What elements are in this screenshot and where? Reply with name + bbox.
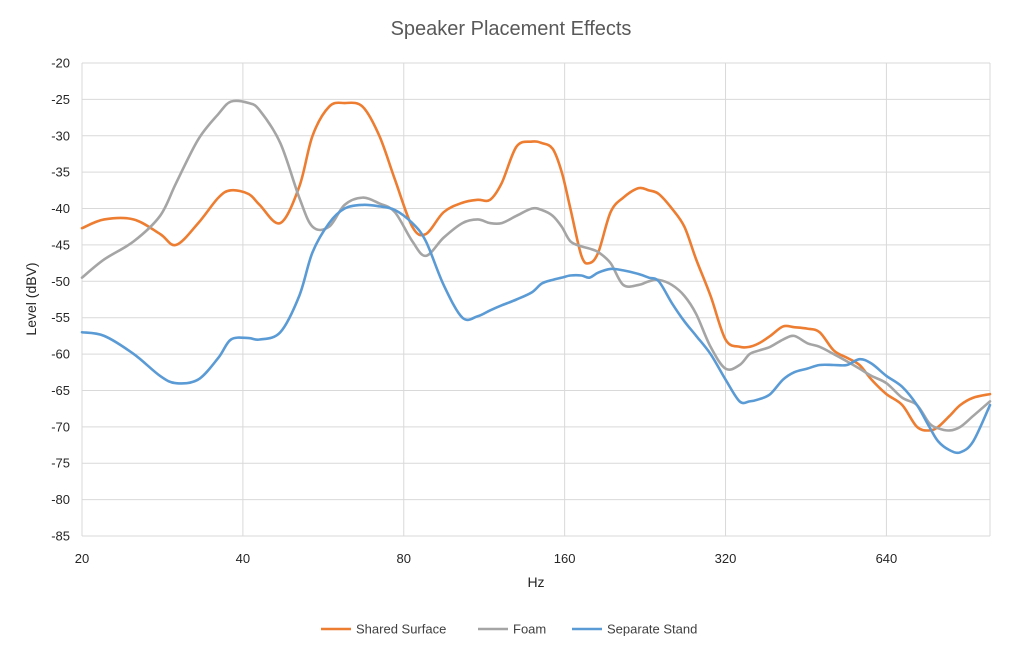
gridlines [81, 62, 991, 537]
y-tick-label: -70 [51, 419, 70, 434]
y-tick-label: -40 [51, 201, 70, 216]
y-tick-label: -65 [51, 383, 70, 398]
y-tick-label: -85 [51, 529, 70, 544]
x-tick-label: 160 [554, 551, 576, 566]
x-axis-label: Hz [527, 574, 544, 590]
series-line-shared-surface [80, 101, 992, 432]
y-axis-label: Level (dBV) [23, 262, 39, 335]
y-tick-label: -30 [51, 128, 70, 143]
y-tick-label: -50 [51, 274, 70, 289]
x-tick-label: 40 [236, 551, 250, 566]
legend: Shared Surface Foam Separate Stand [321, 622, 697, 637]
y-tick-label: -20 [51, 56, 70, 71]
x-tick-label: 20 [75, 551, 89, 566]
y-tick-label: -80 [51, 492, 70, 507]
x-tick-label: 640 [876, 551, 898, 566]
legend-label-foam: Foam [513, 622, 546, 637]
legend-label-separate-stand: Separate Stand [607, 622, 697, 637]
y-tick-label: -75 [51, 456, 70, 471]
y-tick-label: -25 [51, 92, 70, 107]
series-line-separate-stand [80, 203, 992, 455]
axes: -20 -25 -30 -35 -40 -45 -50 -55 -60 -65 -70 -75 -80 -… [51, 56, 897, 567]
y-tick-label: -55 [51, 310, 70, 325]
y-tick-label: -35 [51, 165, 70, 180]
y-tick-label: -60 [51, 347, 70, 362]
chart-title: Speaker Placement Effects [391, 18, 632, 40]
series-line-foam [80, 99, 992, 432]
x-tick-label: 320 [715, 551, 737, 566]
legend-label-shared-surface: Shared Surface [356, 622, 446, 637]
x-tick-label: 80 [397, 551, 411, 566]
y-tick-label: -45 [51, 237, 70, 252]
series-lines [80, 99, 992, 455]
